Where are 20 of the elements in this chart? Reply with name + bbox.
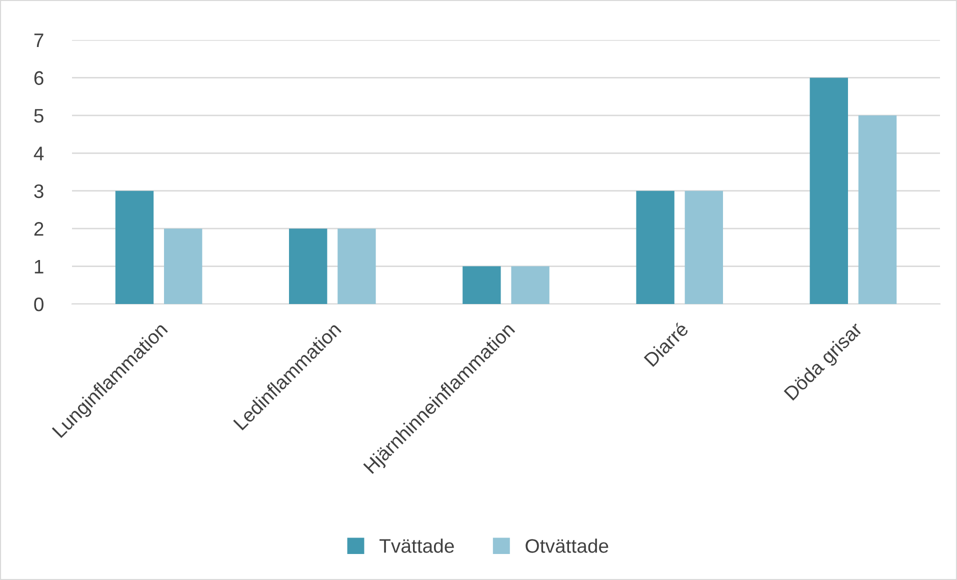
bar xyxy=(858,115,897,304)
y-tick-label: 5 xyxy=(34,109,44,123)
bar xyxy=(462,266,501,304)
y-tick-label: 1 xyxy=(34,260,44,274)
bar xyxy=(684,190,723,304)
bar xyxy=(810,78,848,304)
y-tick-label: 7 xyxy=(34,34,44,48)
bar xyxy=(164,228,202,304)
y-tick-label: 0 xyxy=(34,297,44,312)
bar xyxy=(338,228,376,304)
y-tick-label: 4 xyxy=(34,146,44,160)
y-tick-label: 6 xyxy=(34,71,44,85)
bar xyxy=(115,190,154,304)
bar xyxy=(289,228,328,304)
y-tick-label: 3 xyxy=(34,184,44,198)
legend-label: Otvättade xyxy=(526,538,608,553)
legend-label: Tvättade xyxy=(380,538,454,553)
bar xyxy=(511,266,550,304)
bar xyxy=(636,190,674,304)
y-tick-label: 2 xyxy=(34,222,44,236)
